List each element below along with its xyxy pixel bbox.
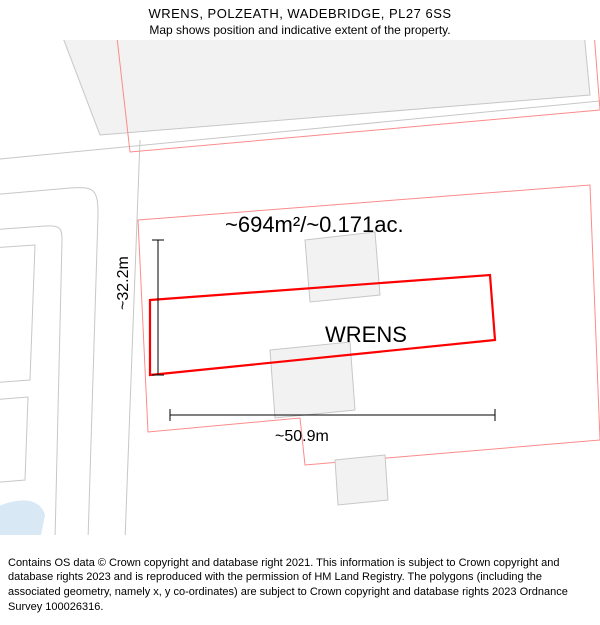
copyright-footer: Contains OS data © Crown copyright and d…: [0, 550, 600, 625]
dimension-vertical: ~32.2m: [115, 256, 133, 310]
dimension-horizontal: ~50.9m: [275, 428, 329, 446]
page-title: WRENS, POLZEATH, WADEBRIDGE, PL27 6SS: [0, 6, 600, 21]
header: WRENS, POLZEATH, WADEBRIDGE, PL27 6SS Ma…: [0, 0, 600, 39]
page-subtitle: Map shows position and indicative extent…: [0, 23, 600, 37]
map-canvas: ~694m²/~0.171ac. WRENS ~32.2m ~50.9m: [0, 40, 600, 535]
area-measurement: ~694m²/~0.171ac.: [225, 212, 404, 238]
property-name: WRENS: [325, 322, 407, 348]
map-svg: [0, 40, 600, 535]
